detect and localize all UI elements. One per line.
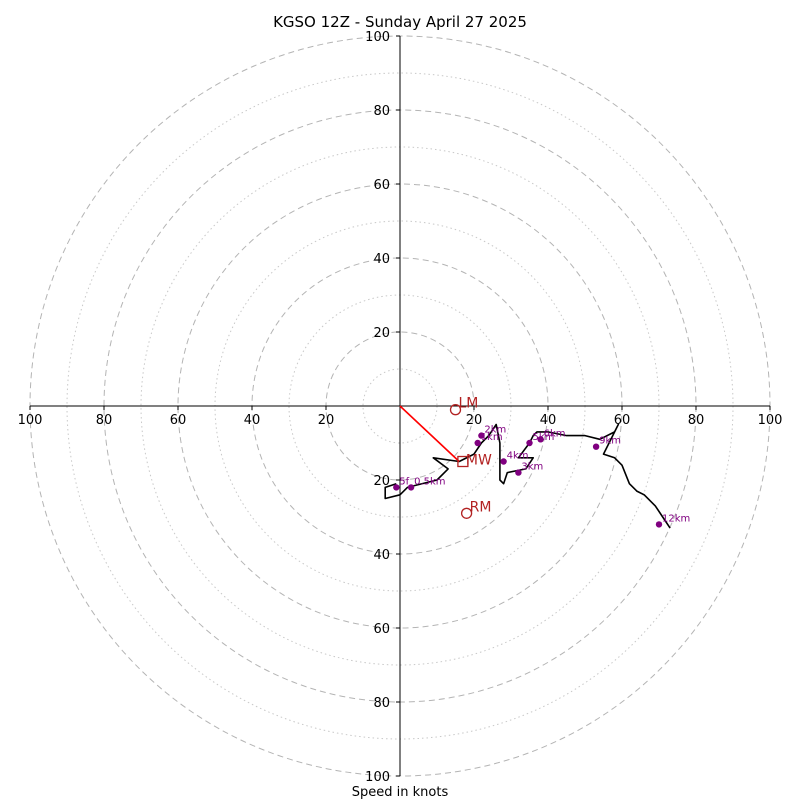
storm-motion-markers: LM MW RM — [449, 396, 492, 519]
right-mover-marker — [460, 507, 473, 519]
height-marker-point — [474, 439, 481, 447]
height-marker-point — [393, 484, 400, 491]
x-axis-label: Speed in knots — [352, 785, 449, 800]
height-marker-label: 12km — [662, 513, 690, 524]
y-tick-label: 80 — [373, 104, 390, 119]
bulk-shear-vector — [399, 405, 460, 463]
x-tick-label: 60 — [170, 413, 187, 428]
height-marker-label: 4km — [507, 451, 529, 462]
x-tick-label: 80 — [688, 413, 705, 428]
mean-wind-marker — [457, 455, 469, 468]
height-marker-point — [478, 432, 485, 439]
x-tick-label: 60 — [614, 413, 631, 428]
chart-title: KGSO 12Z - Sunday April 27 2025 — [273, 13, 527, 31]
shear-vector-group — [399, 405, 460, 463]
height-marker-label: 3km — [521, 462, 543, 473]
mean-wind-label: MW — [466, 453, 492, 469]
height-marker-point — [592, 443, 600, 450]
axis-ticks: 100 100 80 80 60 60 40 40 20 20 20 20 40 40 60 60 80 80 10… — [18, 30, 783, 785]
y-tick-label: 60 — [373, 178, 390, 193]
x-tick-label: 20 — [318, 413, 335, 428]
height-marker-label: 2km — [484, 425, 506, 436]
right-mover-label: RM — [470, 499, 492, 515]
y-tick-label: 60 — [373, 622, 390, 637]
x-tick-label: 100 — [758, 413, 783, 428]
height-marker-label: 0.5km — [414, 476, 445, 487]
x-tick-label: 100 — [18, 413, 43, 428]
y-tick-label: 100 — [365, 30, 390, 45]
x-tick-label: 40 — [540, 413, 557, 428]
height-marker-label: 5km — [533, 432, 555, 443]
height-marker-point — [526, 439, 533, 447]
left-mover-marker — [449, 404, 462, 416]
height-marker-label: 5f — [399, 476, 409, 487]
y-tick-label: 40 — [373, 548, 390, 563]
hodograph-trace-group — [384, 423, 671, 529]
height-marker-point — [500, 458, 507, 465]
y-tick-label: 20 — [373, 326, 390, 341]
height-marker-point — [407, 484, 415, 491]
height-marker-label: 1km — [481, 432, 503, 443]
height-marker-label: 9km — [599, 436, 621, 447]
y-tick-label: 80 — [373, 696, 390, 711]
y-tick-label: 40 — [373, 252, 390, 267]
height-marker-point — [655, 521, 663, 528]
height-marker-label: 6km — [544, 428, 566, 439]
hodograph-trace — [384, 423, 671, 529]
height-marker-point — [515, 469, 522, 476]
left-mover-label: LM — [459, 396, 479, 412]
y-tick-label: 100 — [365, 770, 390, 785]
x-tick-label: 80 — [96, 413, 113, 428]
height-marker-point — [537, 436, 544, 443]
x-tick-label: 40 — [244, 413, 261, 428]
y-tick-label: 20 — [373, 474, 390, 489]
x-tick-label: 20 — [466, 413, 483, 428]
